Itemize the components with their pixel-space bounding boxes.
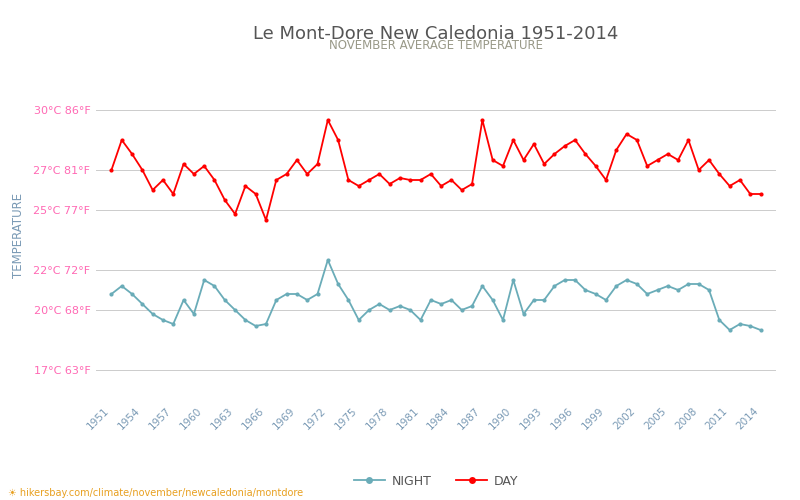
Text: ☀ hikersbay.com/climate/november/newcaledonia/montdore: ☀ hikersbay.com/climate/november/newcale… xyxy=(8,488,303,498)
Title: Le Mont-Dore New Caledonia 1951-2014: Le Mont-Dore New Caledonia 1951-2014 xyxy=(254,26,618,44)
Text: NOVEMBER AVERAGE TEMPERATURE: NOVEMBER AVERAGE TEMPERATURE xyxy=(329,39,543,52)
Y-axis label: TEMPERATURE: TEMPERATURE xyxy=(12,192,25,278)
Legend: NIGHT, DAY: NIGHT, DAY xyxy=(349,470,523,492)
